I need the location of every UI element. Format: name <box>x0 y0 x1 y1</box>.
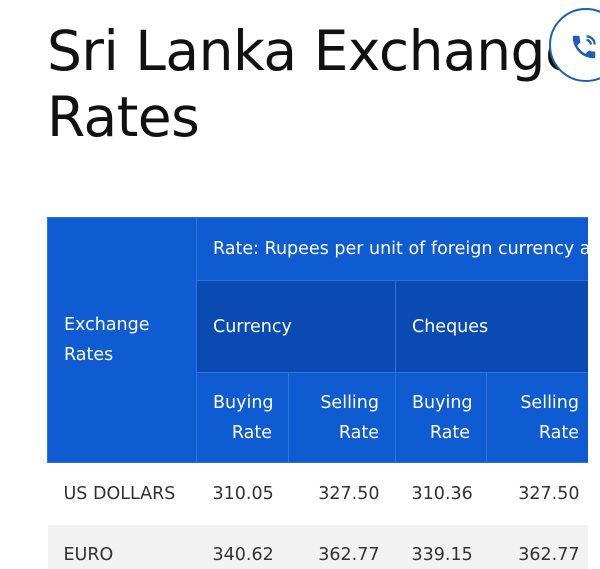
rate-cell: 362.77 <box>288 524 396 569</box>
row-label: EURO <box>47 524 197 569</box>
group-header: Currency <box>196 280 396 373</box>
rate-cell: 310.36 <box>395 462 487 525</box>
column-header: Selling Rate <box>288 372 396 463</box>
call-button[interactable] <box>549 8 600 82</box>
table-wrapper: Exchange Rates Rate: Rupees per unit of … <box>47 217 588 569</box>
table-row: EURO 340.62 362.77 339.15 362.77 <box>47 524 588 569</box>
column-header: Buying Rate <box>395 372 487 463</box>
rate-cell: 327.50 <box>486 462 588 525</box>
phone-icon <box>572 35 596 59</box>
rate-cell: 362.77 <box>486 524 588 569</box>
note-header: Rate: Rupees per unit of foreign currenc… <box>196 217 588 281</box>
rate-cell: 339.15 <box>395 524 487 569</box>
rates-table: Exchange Rates Rate: Rupees per unit of … <box>47 217 588 569</box>
rate-cell: 340.62 <box>196 524 289 569</box>
table-body: US DOLLARS 310.05 327.50 310.36 327.50 EURO 34… <box>47 462 588 569</box>
rate-cell: 310.05 <box>196 462 289 525</box>
table-row: US DOLLARS 310.05 327.50 310.36 327.50 <box>47 462 588 525</box>
row-label: US DOLLARS <box>47 462 197 525</box>
page-title: Sri Lanka Exchange Rates <box>47 19 579 149</box>
rate-cell: 327.50 <box>288 462 396 525</box>
column-header: Selling Rate <box>486 372 588 463</box>
column-header: Buying Rate <box>196 372 289 463</box>
group-header: Cheques <box>395 280 588 373</box>
corner-header: Exchange Rates <box>47 217 197 463</box>
